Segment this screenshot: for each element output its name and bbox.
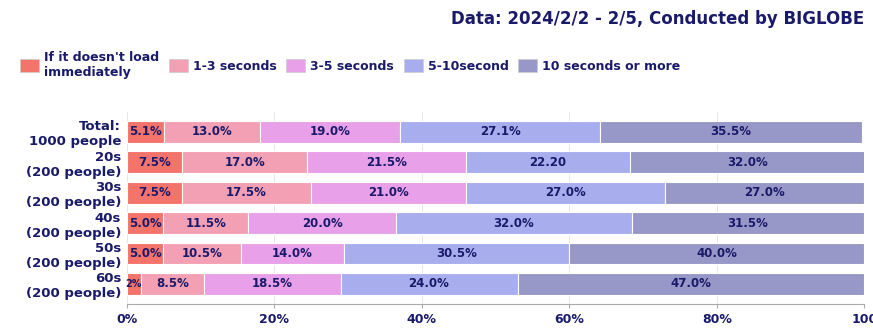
Text: 27.0%: 27.0% — [745, 186, 785, 199]
Bar — [344, 243, 569, 264]
Bar — [311, 182, 466, 204]
Bar — [204, 273, 340, 295]
Bar — [466, 151, 629, 173]
Bar — [632, 212, 864, 234]
Bar — [127, 273, 141, 295]
Text: 17.0%: 17.0% — [224, 156, 265, 169]
Text: 2%: 2% — [126, 279, 142, 289]
Bar — [182, 182, 311, 204]
Text: 14.0%: 14.0% — [272, 247, 313, 260]
Text: 19.0%: 19.0% — [310, 125, 351, 138]
Bar — [260, 121, 400, 143]
Bar — [163, 243, 241, 264]
Bar — [163, 212, 248, 234]
Text: 7.5%: 7.5% — [138, 156, 170, 169]
Text: 27.0%: 27.0% — [545, 186, 586, 199]
Text: 27.1%: 27.1% — [480, 125, 520, 138]
Bar — [665, 182, 864, 204]
Text: 30.5%: 30.5% — [436, 247, 478, 260]
Text: 20.0%: 20.0% — [302, 216, 342, 230]
Text: 31.5%: 31.5% — [728, 216, 768, 230]
Bar — [518, 273, 864, 295]
Text: 24.0%: 24.0% — [409, 278, 450, 290]
Bar — [395, 212, 632, 234]
Text: 8.5%: 8.5% — [156, 278, 189, 290]
Text: 7.5%: 7.5% — [138, 186, 170, 199]
Bar — [164, 121, 260, 143]
Bar — [141, 273, 204, 295]
Bar — [629, 151, 866, 173]
Text: Data: 2024/2/2 - 2/5, Conducted by BIGLOBE: Data: 2024/2/2 - 2/5, Conducted by BIGLO… — [451, 10, 864, 28]
Text: 5.1%: 5.1% — [129, 125, 162, 138]
Text: 5.0%: 5.0% — [128, 216, 162, 230]
Text: 35.5%: 35.5% — [711, 125, 752, 138]
Text: 18.5%: 18.5% — [251, 278, 292, 290]
Text: 47.0%: 47.0% — [670, 278, 711, 290]
Bar — [248, 212, 395, 234]
Text: 11.5%: 11.5% — [185, 216, 226, 230]
Text: 32.0%: 32.0% — [493, 216, 534, 230]
Text: 21.0%: 21.0% — [368, 186, 409, 199]
Bar — [127, 151, 182, 173]
Bar — [127, 212, 163, 234]
Text: 13.0%: 13.0% — [192, 125, 232, 138]
Legend: If it doesn't load
immediately, 1-3 seconds, 3-5 seconds, 5-10second, 10 seconds: If it doesn't load immediately, 1-3 seco… — [15, 46, 685, 84]
Bar — [340, 273, 518, 295]
Bar — [400, 121, 600, 143]
Bar — [127, 121, 164, 143]
Text: 21.5%: 21.5% — [366, 156, 407, 169]
Bar — [307, 151, 466, 173]
Text: 17.5%: 17.5% — [226, 186, 267, 199]
Bar — [127, 243, 163, 264]
Bar — [182, 151, 307, 173]
Text: 40.0%: 40.0% — [697, 247, 737, 260]
Text: 10.5%: 10.5% — [182, 247, 223, 260]
Text: 22.20: 22.20 — [529, 156, 567, 169]
Bar — [241, 243, 344, 264]
Bar — [569, 243, 864, 264]
Bar — [466, 182, 665, 204]
Text: 5.0%: 5.0% — [128, 247, 162, 260]
Bar — [600, 121, 862, 143]
Text: 32.0%: 32.0% — [727, 156, 768, 169]
Bar — [127, 182, 182, 204]
